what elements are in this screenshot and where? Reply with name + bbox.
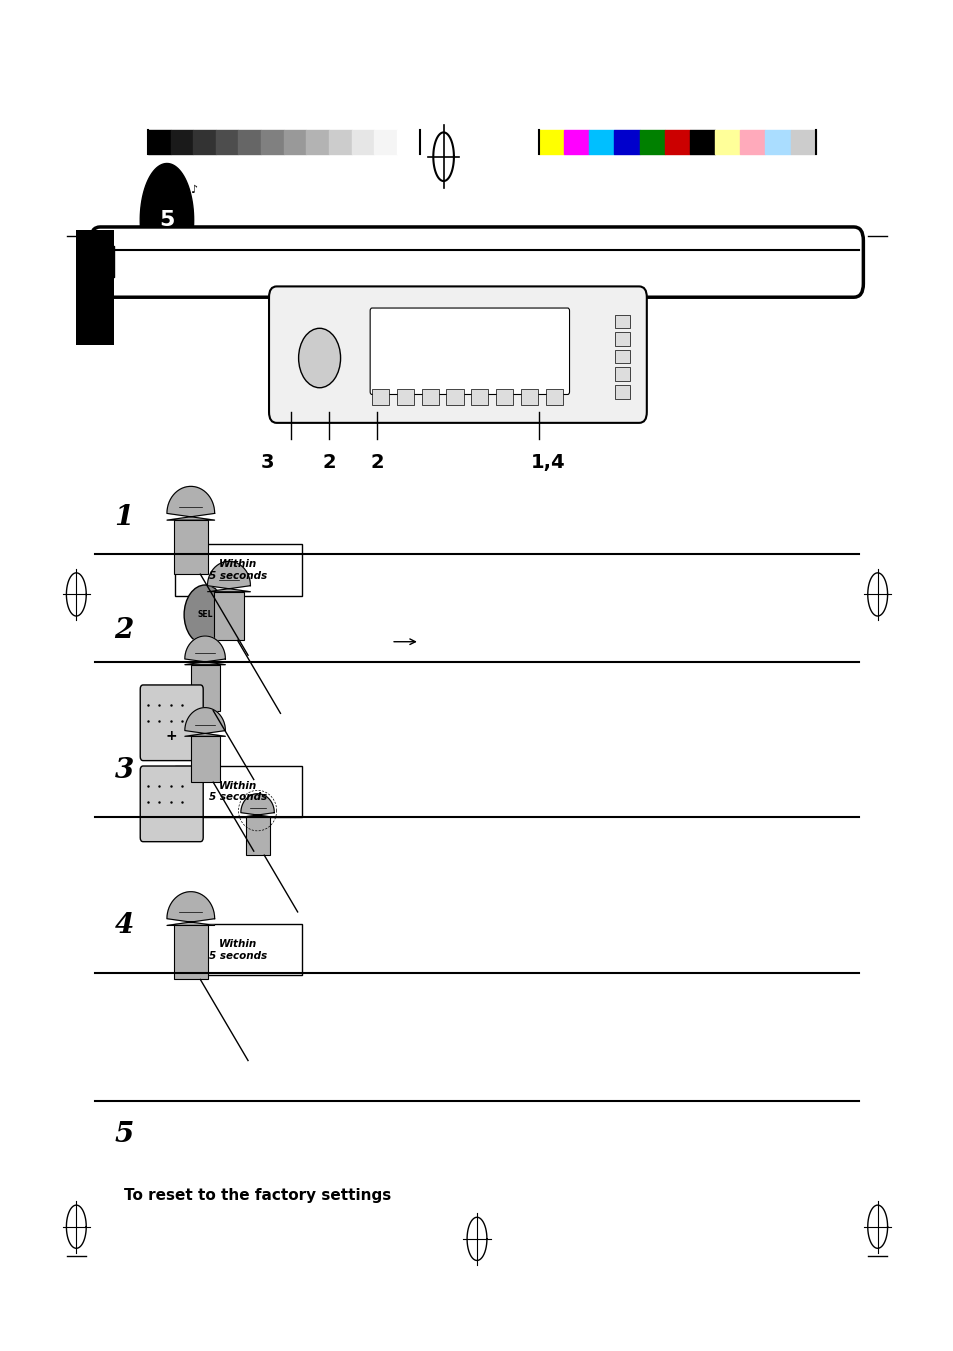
Bar: [245, 817, 270, 855]
Text: ♪: ♪: [190, 185, 197, 196]
Text: 2: 2: [114, 617, 133, 644]
Bar: [589, 130, 614, 154]
Text: 1,4: 1,4: [531, 453, 565, 471]
Text: 2: 2: [322, 453, 335, 471]
Text: SEL: SEL: [197, 611, 213, 619]
Text: +: +: [166, 730, 177, 743]
Bar: [215, 130, 238, 154]
Polygon shape: [167, 486, 214, 520]
Bar: [283, 130, 306, 154]
Bar: [545, 389, 562, 405]
Bar: [764, 130, 790, 154]
Bar: [396, 130, 419, 154]
Bar: [563, 130, 589, 154]
Text: -: -: [169, 811, 174, 824]
Bar: [213, 592, 244, 640]
Polygon shape: [185, 708, 225, 736]
Text: Within
5 seconds: Within 5 seconds: [210, 781, 267, 802]
FancyBboxPatch shape: [140, 685, 203, 761]
Text: 3: 3: [260, 453, 274, 471]
Circle shape: [184, 585, 226, 644]
FancyBboxPatch shape: [269, 286, 646, 423]
Polygon shape: [140, 163, 193, 277]
Bar: [375, 130, 396, 154]
Bar: [615, 315, 629, 328]
Bar: [148, 130, 171, 154]
FancyBboxPatch shape: [91, 227, 862, 297]
Bar: [715, 130, 740, 154]
Text: 4: 4: [114, 912, 133, 939]
Polygon shape: [208, 562, 250, 592]
FancyBboxPatch shape: [370, 308, 569, 394]
Bar: [689, 130, 715, 154]
Bar: [421, 389, 438, 405]
Bar: [538, 130, 563, 154]
Bar: [496, 389, 513, 405]
Text: 3: 3: [114, 757, 133, 784]
Bar: [446, 389, 463, 405]
Text: 5: 5: [114, 1121, 133, 1148]
Bar: [471, 389, 488, 405]
Bar: [193, 130, 215, 154]
Bar: [614, 130, 639, 154]
Bar: [238, 130, 261, 154]
Text: 2: 2: [370, 453, 383, 471]
Bar: [639, 130, 664, 154]
Bar: [396, 389, 414, 405]
Text: To reset to the factory settings: To reset to the factory settings: [124, 1188, 391, 1204]
Bar: [261, 130, 284, 154]
FancyBboxPatch shape: [174, 544, 302, 596]
FancyBboxPatch shape: [174, 924, 302, 975]
Bar: [306, 130, 329, 154]
Bar: [520, 389, 537, 405]
Text: Within
5 seconds: Within 5 seconds: [210, 939, 267, 961]
Bar: [173, 925, 208, 979]
Bar: [615, 350, 629, 363]
FancyBboxPatch shape: [174, 766, 302, 817]
Bar: [740, 130, 764, 154]
Bar: [352, 130, 374, 154]
Polygon shape: [240, 794, 274, 817]
Bar: [191, 736, 219, 782]
Bar: [171, 130, 193, 154]
Bar: [191, 665, 219, 711]
Bar: [615, 332, 629, 346]
Bar: [664, 130, 689, 154]
FancyBboxPatch shape: [140, 766, 203, 842]
Bar: [615, 367, 629, 381]
Bar: [173, 520, 208, 574]
Circle shape: [298, 328, 340, 388]
Polygon shape: [185, 636, 225, 665]
Bar: [615, 385, 629, 399]
Polygon shape: [167, 892, 214, 925]
Text: Within
5 seconds: Within 5 seconds: [210, 559, 267, 581]
Bar: [329, 130, 352, 154]
Bar: [372, 389, 389, 405]
Bar: [76, 230, 114, 345]
Text: 5: 5: [159, 211, 174, 230]
Bar: [790, 130, 815, 154]
Text: 1: 1: [114, 504, 133, 531]
